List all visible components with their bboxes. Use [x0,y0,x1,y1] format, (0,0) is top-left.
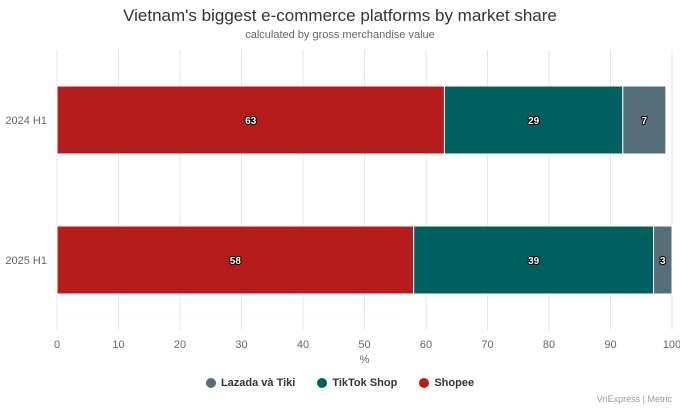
legend-swatch [205,378,216,388]
chart-title: Vietnam's biggest e-commerce platforms b… [123,6,557,25]
legend-swatch [419,378,430,388]
bar-segment [56,85,445,155]
y-category-label: 2025 H1 [5,255,47,267]
x-tick-label: 50 [358,339,370,351]
chart-subtitle: calculated by gross merchandise value [245,29,435,41]
data-label: 7 [642,116,648,127]
legend-label: Lazada và Tiki [220,377,296,389]
x-tick-label: 30 [235,339,247,351]
x-axis-label: % [360,354,370,366]
bar-segment [56,225,415,295]
x-tick-label: 20 [174,339,186,351]
data-label: 39 [528,256,540,267]
legend-label: Shopee [434,377,475,389]
x-tick-label: 10 [112,339,124,351]
bar-segment [622,85,667,155]
x-tick-label: 0 [54,339,60,351]
legend-swatch [317,378,328,388]
legend-item[interactable]: Lazada và Tiki [205,377,296,389]
data-label: 29 [528,116,540,127]
x-tick-label: 90 [604,339,616,351]
chart-credits: VnExpress | Metric [596,394,672,404]
legend-item[interactable]: Shopee [419,377,474,389]
data-label: 63 [245,116,257,127]
x-tick-label: 100 [663,339,680,351]
x-tick-label: 60 [420,339,432,351]
chart-legend: Lazada và Tiki TikTok Shop Shopee [0,377,680,389]
y-category-label: 2024 H1 [5,115,47,127]
x-tick-label: 80 [543,339,555,351]
x-tick-label: 70 [481,339,493,351]
bar-segment [413,225,655,295]
legend-label: TikTok Shop [332,377,398,389]
x-tick-label: 40 [297,339,309,351]
data-label: 3 [660,256,666,267]
bar-segment [443,85,624,155]
bar-segment [653,225,673,295]
legend-item[interactable]: TikTok Shop [317,377,397,389]
data-label: 58 [230,256,242,267]
